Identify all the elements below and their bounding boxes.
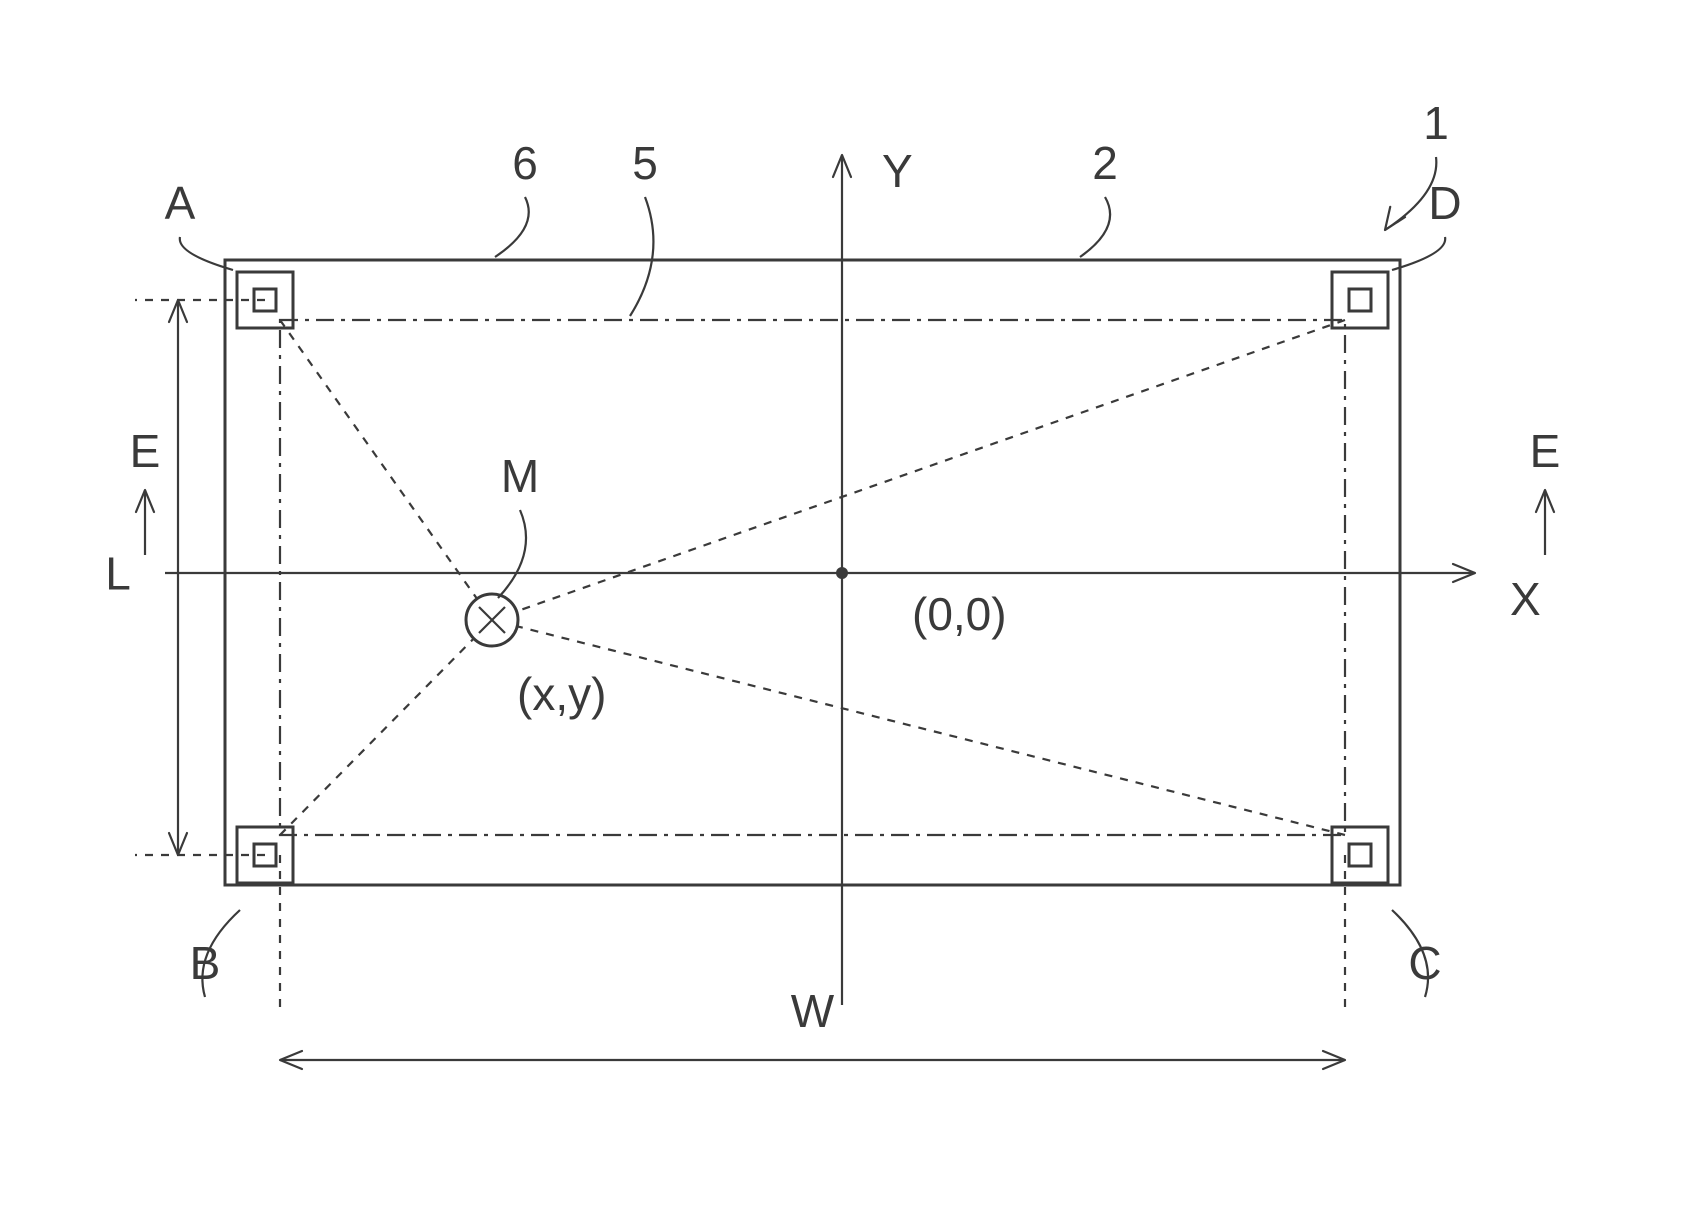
origin-point: [836, 567, 848, 579]
point-M-coord: (x,y): [517, 668, 606, 720]
corner-C-inner: [1349, 844, 1371, 866]
label-D: D: [1428, 177, 1461, 229]
label-one: 1: [1423, 97, 1449, 149]
label-two: 2: [1092, 137, 1118, 189]
inner-frame: [280, 320, 1345, 835]
label-A: A: [165, 177, 196, 229]
dim-L-label: L: [105, 548, 131, 600]
label-C: C: [1408, 937, 1441, 989]
ray-to-M: [280, 320, 492, 620]
ray-to-M: [492, 320, 1345, 620]
corner-D-inner: [1349, 289, 1371, 311]
dim-W-label: W: [791, 985, 835, 1037]
label-M: M: [501, 450, 539, 502]
x-axis-label: X: [1510, 573, 1541, 625]
e-label-right: E: [1530, 425, 1561, 477]
ray-to-M: [492, 620, 1345, 835]
y-axis-label: Y: [882, 145, 913, 197]
label-six: 6: [512, 137, 538, 189]
e-label-left: E: [130, 425, 161, 477]
ray-to-M: [280, 620, 492, 835]
label-five: 5: [632, 137, 658, 189]
origin-label: (0,0): [912, 588, 1007, 640]
label-B: B: [190, 937, 221, 989]
